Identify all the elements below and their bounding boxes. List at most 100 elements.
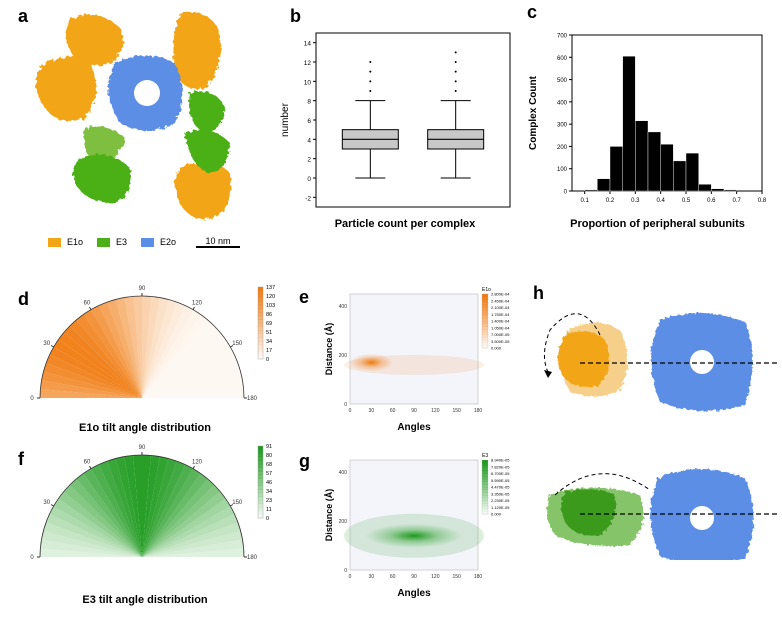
polar-sector <box>142 461 186 557</box>
colorbar-segment <box>482 299 488 303</box>
panel-label-f: f <box>18 449 24 469</box>
colorbar-segment <box>258 344 263 349</box>
rotation-schematic-image <box>544 312 780 560</box>
angle-tick <box>230 345 234 348</box>
colorbar-segment <box>482 323 488 327</box>
legend-item-e2o: E2o <box>141 237 176 247</box>
colorbar-segment <box>482 334 488 338</box>
panel-label-a: a <box>18 6 29 26</box>
polar-sector <box>142 354 238 398</box>
polar-sector <box>142 456 169 557</box>
polar-sector <box>63 484 143 557</box>
angle-tick-label: 30 <box>43 341 50 347</box>
histogram-caption: Proportion of peripheral subunits <box>570 218 745 230</box>
colorbar-segment <box>258 312 263 317</box>
legend-swatch-e2o <box>141 237 155 247</box>
polar-sector <box>142 332 226 398</box>
legend-label-e1o: E1o <box>67 237 84 247</box>
colorbar-segment <box>482 337 488 341</box>
box-outlier <box>454 90 457 92</box>
polar-sector <box>40 548 142 557</box>
box-plot-caption: Particle count per complex <box>334 218 476 230</box>
y-tick-label: 400 <box>339 304 348 310</box>
colorbar-segment <box>258 492 263 497</box>
colorbar-segment <box>482 326 488 330</box>
colorbar-segment <box>258 446 263 450</box>
colorbar-segment <box>482 342 488 346</box>
y-tick-label: 0 <box>344 568 347 574</box>
angle-tick-label: 90 <box>139 286 146 292</box>
colorbar-tick-label: 3.500E-05 <box>491 339 510 344</box>
colorbar-segment <box>258 474 263 479</box>
y-tick-label: 200 <box>557 145 568 151</box>
colorbar-segment <box>258 323 263 327</box>
polar-arc <box>39 454 245 558</box>
colorbar-segment <box>258 496 263 501</box>
colorbar-segment <box>258 305 263 309</box>
x-tick-label: 90 <box>411 574 417 580</box>
panel-a-legend: E1o E3 E2o 10 nm <box>48 236 241 248</box>
complex-structure-image <box>36 12 231 219</box>
box-outlier <box>454 80 457 83</box>
polar-sector <box>46 354 142 398</box>
x-tick-label: 0.3 <box>631 198 640 204</box>
polar-sector <box>76 314 142 398</box>
x-tick-label: 60 <box>390 408 396 414</box>
colorbar-tick-label: 80 <box>266 453 272 459</box>
x-tick-label: 0.6 <box>707 198 716 204</box>
polar-sector <box>142 371 243 398</box>
angle-tick-label: 150 <box>232 341 243 347</box>
colorbar-tick-label: 86 <box>266 312 272 318</box>
colorbar-segment <box>482 503 488 507</box>
colorbar-segment <box>258 482 263 486</box>
polar-sector <box>41 371 143 398</box>
panel-label-h: h <box>533 283 544 303</box>
polar-sector <box>40 539 143 557</box>
angle-tick <box>50 345 54 348</box>
polar-sector <box>142 296 160 398</box>
polar-sector <box>142 380 244 398</box>
colorbar-segment <box>258 351 263 356</box>
y-tick-label: 200 <box>339 519 348 525</box>
polar-sector <box>91 464 142 557</box>
polar-sector <box>142 347 235 398</box>
colorbar-segment <box>482 315 488 319</box>
colorbar-segment <box>482 497 488 501</box>
panel-label-b: b <box>290 6 301 26</box>
box-outlier <box>369 90 372 92</box>
polar-sector <box>40 389 142 398</box>
polar-sector <box>142 548 244 557</box>
colorbar-tick-label: 0.000 <box>491 512 502 517</box>
polar-sector <box>142 455 151 557</box>
colorbar-tick-label: 2.100E-04 <box>491 305 510 310</box>
y-tick-label: 0 <box>307 176 311 183</box>
colorbar-segment <box>258 348 263 353</box>
heatmap-background <box>350 460 478 570</box>
colorbar-tick-label: 5.590E-05 <box>491 478 510 483</box>
x-tick-label: 0.7 <box>732 198 741 204</box>
polar-sector <box>142 297 169 398</box>
polar-sector <box>142 314 208 398</box>
polar-sector <box>63 325 143 398</box>
colorbar-tick-label: 3.350E-05 <box>491 491 510 496</box>
e3-polar-caption: E3 tilt angle distribution <box>82 594 208 606</box>
colorbar-segment <box>482 476 488 480</box>
y-tick-label: 100 <box>557 167 568 173</box>
y-tick-label: 400 <box>339 470 348 476</box>
colorbar-segment <box>482 492 488 496</box>
polar-sector <box>69 319 142 398</box>
x-tick-label: 150 <box>452 408 461 414</box>
colorbar-segment <box>482 478 488 482</box>
polar-sector <box>142 302 186 398</box>
scale-bar-line <box>196 246 241 248</box>
colorbar-segment <box>258 355 263 360</box>
x-tick-label: 30 <box>369 408 375 414</box>
e3-heatmap-chart: 0 30 60 90 120 150 180 0 200 400 Angles Distance (Å… <box>324 453 510 599</box>
polar-sector <box>43 363 142 398</box>
polar-sector <box>142 389 244 398</box>
colorbar-frame <box>481 459 489 515</box>
x-tick-label: 60 <box>390 574 396 580</box>
polar-sector <box>58 491 143 557</box>
colorbar-tick-label: 1.750E-04 <box>491 312 510 317</box>
colorbar-tick-label: 0 <box>266 357 269 363</box>
